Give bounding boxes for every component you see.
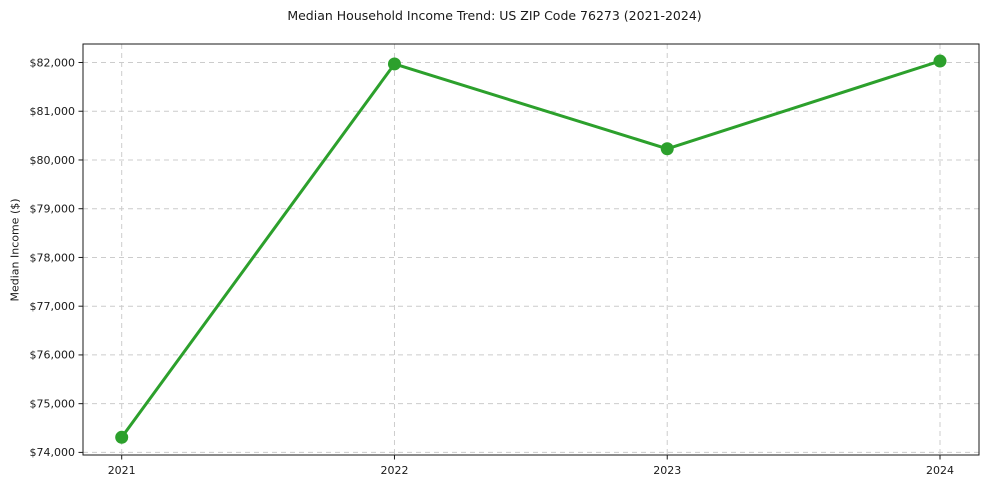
y-tick-label: $75,000 xyxy=(30,397,76,410)
y-tick-label: $82,000 xyxy=(30,56,76,69)
trend-line xyxy=(120,59,942,439)
y-tick-label: $80,000 xyxy=(30,154,76,167)
y-tick-label: $81,000 xyxy=(30,105,76,118)
y-tick-label: $78,000 xyxy=(30,251,76,264)
y-tick-label: $79,000 xyxy=(30,203,76,216)
chart-title: Median Household Income Trend: US ZIP Co… xyxy=(287,8,702,23)
plot-border xyxy=(82,43,980,456)
y-tick-label: $76,000 xyxy=(30,349,76,362)
y-tick-label: $74,000 xyxy=(30,446,76,459)
x-tick-label: 2024 xyxy=(926,464,954,477)
y-tick-label: $77,000 xyxy=(30,300,76,313)
x-tick-label: 2022 xyxy=(380,464,408,477)
data-point xyxy=(387,57,401,71)
data-point xyxy=(115,430,129,444)
data-point xyxy=(660,142,674,156)
x-tick-label: 2021 xyxy=(108,464,136,477)
data-point xyxy=(933,54,947,68)
x-tick-label: 2023 xyxy=(653,464,681,477)
